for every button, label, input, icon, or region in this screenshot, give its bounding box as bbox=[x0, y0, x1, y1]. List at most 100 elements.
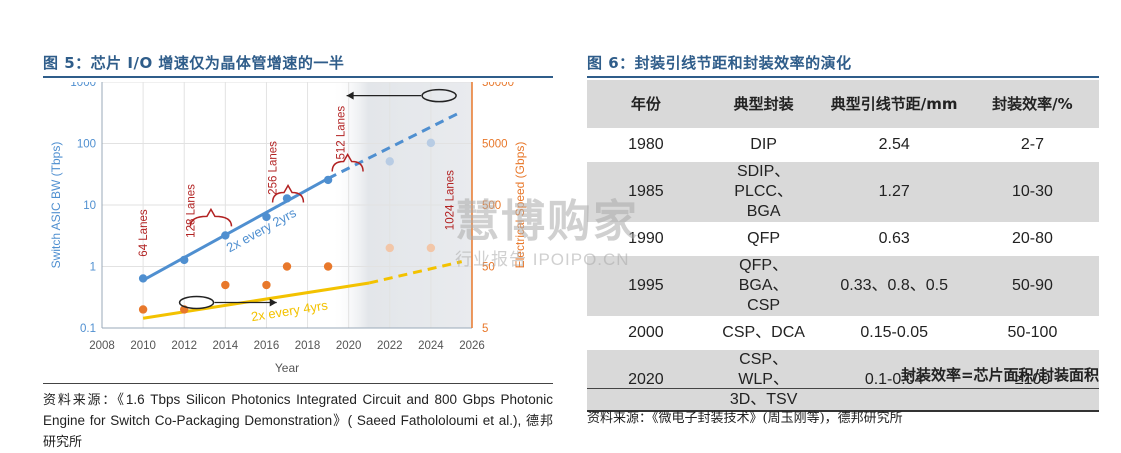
y-tick-label: 1 bbox=[90, 262, 96, 274]
x-tick-label: 2010 bbox=[130, 340, 156, 352]
header-package: 典型封装 bbox=[704, 80, 823, 129]
lane-bracket bbox=[331, 153, 364, 172]
y2-tick-label: 5 bbox=[482, 323, 488, 335]
x-tick-label: 2024 bbox=[418, 340, 444, 352]
y-tick-label: 1000 bbox=[70, 82, 96, 89]
cell-efficiency: 2-7 bbox=[1020, 136, 1044, 153]
y2-tick-label: 50 bbox=[482, 262, 495, 274]
speed-point bbox=[323, 262, 333, 271]
header-year: 年份 bbox=[587, 80, 705, 129]
figure5-title-rule bbox=[43, 76, 553, 78]
y2-tick-label: 5000 bbox=[482, 139, 508, 151]
cell-package: CSP、DCA bbox=[722, 324, 805, 341]
lane-label: 1024 Lanes bbox=[444, 170, 456, 230]
y-axis-title: Switch ASIC BW (Tbps) bbox=[49, 142, 63, 269]
cell-efficiency: ≥100 bbox=[965, 349, 1099, 411]
cell-pitch: 0.63 bbox=[878, 230, 910, 247]
cell-year: 1995 bbox=[587, 255, 705, 317]
cell-efficiency: 50-100 bbox=[1007, 324, 1058, 341]
cell-pitch: 0.15-0.05 bbox=[860, 324, 928, 341]
cell-pitch: 0.1-0.04 bbox=[822, 349, 966, 411]
bw-point bbox=[323, 175, 333, 185]
bw-point bbox=[180, 255, 189, 265]
trendline-projection bbox=[368, 260, 463, 285]
lane-label: 512 Lanes bbox=[335, 106, 347, 160]
x-tick-label: 2012 bbox=[171, 340, 197, 352]
figure6-bottom-rule bbox=[587, 388, 1099, 389]
cell-year: 1985 bbox=[587, 161, 705, 223]
efficiency-formula: 封装效率=芯片面积/封装面积 bbox=[900, 366, 1099, 384]
table-row: 2000 CSP、DCA 0.15-0.05 50-100 bbox=[587, 316, 1099, 350]
cell-pitch: 2.54 bbox=[878, 136, 910, 153]
cell-package: DIP bbox=[750, 136, 777, 153]
cell-year: 2000 bbox=[628, 324, 664, 341]
bw-point bbox=[282, 194, 292, 203]
lane-bracket bbox=[189, 207, 233, 227]
cell-efficiency: 20-80 bbox=[1011, 230, 1053, 247]
speed-point bbox=[262, 280, 271, 290]
figure5-title: 图 5：芯片 I/O 增速仅为晶体管增速的一半 bbox=[43, 54, 345, 72]
x-tick-label: 2014 bbox=[213, 340, 239, 352]
cell-year: 1980 bbox=[628, 136, 664, 153]
speed-projected-point bbox=[426, 243, 436, 253]
table-row: 1980 DIP 2.54 2-7 bbox=[587, 128, 1099, 162]
axes: 2008 2010 2012 2014 2016 2018 2020 2022 2024 2026… bbox=[49, 82, 527, 375]
cell-package: SDIP、PLCC、BGA bbox=[704, 161, 823, 223]
pointer-arrowhead bbox=[346, 91, 354, 100]
table-row: 1985 SDIP、PLCC、BGA 1.27 10-30 bbox=[587, 161, 1099, 223]
cell-efficiency: 50-90 bbox=[965, 255, 1099, 317]
lane-label: 256 Lanes bbox=[268, 141, 280, 195]
table-row: 2020 CSP、WLP、3D、TSV 0.1-0.04 ≥100 bbox=[587, 349, 1099, 411]
figure5-source-prefix: 资料来源： bbox=[43, 393, 118, 408]
y2-tick-label: 50000 bbox=[482, 82, 514, 89]
y2-axis-title: Electrical Speed (Gbps) bbox=[513, 142, 527, 269]
speed-point bbox=[221, 280, 230, 290]
figure5-source: 资料来源：《1.6 Tbps Silicon Photonics Integra… bbox=[43, 390, 553, 453]
right-axis-ellipse bbox=[421, 88, 457, 103]
cell-year: 2020 bbox=[587, 349, 705, 411]
speed-projected-point bbox=[385, 243, 394, 253]
figure5-bottom-rule bbox=[43, 383, 553, 384]
x-tick-label: 2020 bbox=[336, 340, 362, 352]
bw-projected-point bbox=[426, 138, 436, 148]
figure6-title: 图 6：封装引线节距和封装效率的演化 bbox=[587, 54, 852, 72]
bw-point bbox=[221, 231, 230, 240]
x-tick-label: 2018 bbox=[295, 340, 321, 352]
cell-package: QFP、BGA、CSP bbox=[704, 255, 823, 317]
pointer-arrowhead bbox=[269, 298, 277, 307]
x-tick-label: 2008 bbox=[89, 340, 115, 352]
bw-point bbox=[138, 274, 148, 283]
packaging-table: 年份 典型封装 典型引线节距/mm 封装效率/% 1980 DIP 2.54 2… bbox=[587, 80, 1099, 412]
cell-pitch: 1.27 bbox=[822, 161, 966, 223]
x-tick-label: 2016 bbox=[254, 340, 280, 352]
y-tick-label: 10 bbox=[83, 200, 96, 212]
speed-point bbox=[138, 305, 148, 314]
cell-year: 1990 bbox=[628, 230, 664, 247]
cell-package: QFP bbox=[747, 230, 781, 247]
y-tick-label: 100 bbox=[77, 139, 96, 151]
figure5-source-suffix: 德邦研究所 bbox=[43, 414, 553, 450]
cell-efficiency: 10-30 bbox=[965, 161, 1099, 223]
lane-label: 128 Lanes bbox=[185, 184, 197, 238]
speed-point bbox=[282, 262, 292, 271]
table-row: 1990 QFP 0.63 20-80 bbox=[587, 222, 1099, 256]
cell-package: CSP、WLP、3D、TSV bbox=[704, 349, 823, 411]
table-row: 1995 QFP、BGA、CSP 0.33、0.8、0.5 50-90 bbox=[587, 255, 1099, 317]
table-header-row: 年份 典型封装 典型引线节距/mm 封装效率/% bbox=[587, 80, 1099, 129]
left-axis-ellipse bbox=[178, 295, 215, 310]
header-pitch: 典型引线节距/mm bbox=[822, 80, 966, 129]
bw-point bbox=[262, 212, 271, 222]
x-axis-title: Year bbox=[275, 361, 299, 375]
y2-tick-label: 500 bbox=[482, 200, 501, 212]
figure5-source-body: 《1.6 Tbps Silicon Photonics Integrated C… bbox=[43, 392, 553, 428]
lane-label: 64 Lanes bbox=[138, 209, 150, 257]
x-tick-label: 2022 bbox=[377, 340, 403, 352]
x-tick-label: 2026 bbox=[459, 340, 485, 352]
figure6-source: 资料来源：《微电子封装技术》(周玉刚等)，德邦研究所 bbox=[587, 411, 903, 426]
header-efficiency: 封装效率/% bbox=[965, 80, 1099, 129]
y-tick-label: 0.1 bbox=[80, 323, 96, 335]
lane-bracket bbox=[271, 183, 305, 203]
cell-pitch: 0.33、0.8、0.5 bbox=[822, 255, 966, 317]
trendline-solid bbox=[142, 281, 370, 320]
